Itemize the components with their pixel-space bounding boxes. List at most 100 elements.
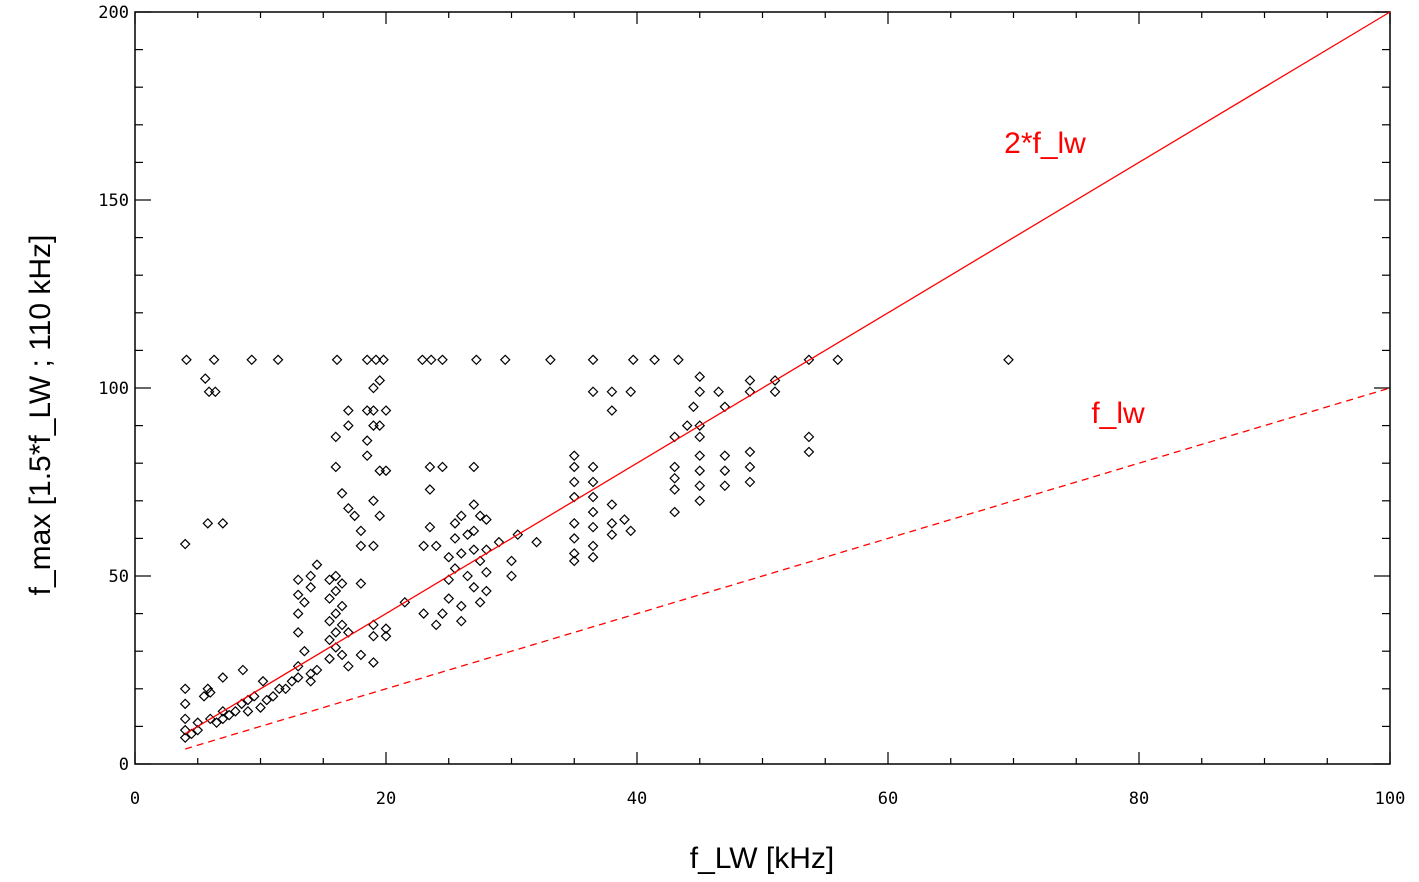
data-point	[374, 420, 386, 431]
data-point	[587, 506, 599, 518]
data-point	[336, 649, 348, 661]
data-point	[336, 578, 348, 589]
data-point	[430, 540, 442, 552]
data-point	[468, 461, 480, 473]
data-point	[688, 401, 699, 413]
data-point	[368, 495, 379, 507]
data-point	[606, 529, 618, 540]
data-point	[368, 420, 379, 431]
data-point	[531, 536, 542, 548]
data-point	[292, 627, 304, 638]
data-point	[627, 354, 639, 366]
data-point	[625, 525, 637, 537]
data-point	[669, 461, 680, 473]
data-point	[587, 551, 599, 563]
data-point	[719, 450, 731, 462]
data-point	[471, 354, 482, 366]
data-point	[744, 446, 756, 458]
data-point	[324, 634, 335, 646]
data-point	[619, 514, 630, 525]
line-label: f_lw	[1091, 397, 1145, 430]
data-point	[280, 683, 291, 695]
data-point	[361, 354, 373, 366]
data-point	[506, 570, 517, 582]
data-point	[380, 405, 392, 416]
data-point	[292, 574, 304, 586]
data-point	[292, 608, 304, 619]
data-point	[669, 484, 680, 495]
data-point	[292, 589, 304, 601]
data-point	[343, 502, 354, 514]
x-tick-label: 100	[1375, 789, 1406, 809]
data-point	[355, 525, 367, 537]
data-point	[587, 476, 599, 488]
data-point	[437, 461, 448, 473]
data-point	[246, 354, 258, 366]
data-point	[368, 540, 379, 552]
data-point	[330, 608, 342, 619]
data-point	[694, 495, 706, 507]
data-point	[368, 657, 379, 668]
data-point	[418, 608, 429, 619]
data-point	[481, 566, 492, 578]
data-point	[305, 581, 317, 593]
data-point	[568, 461, 580, 473]
data-point	[237, 664, 249, 676]
data-point	[380, 630, 392, 642]
data-point	[769, 386, 781, 398]
data-point	[455, 510, 467, 522]
data-point	[374, 465, 386, 477]
data-point	[673, 354, 684, 366]
x-axis-title: f_LW [kHz]	[690, 842, 834, 875]
data-point	[832, 354, 844, 366]
data-point	[587, 521, 599, 533]
data-point	[424, 521, 436, 533]
x-tick-label: 60	[878, 789, 898, 809]
data-point	[343, 420, 354, 431]
data-point	[449, 518, 461, 529]
data-point	[481, 514, 492, 525]
data-point	[455, 600, 467, 612]
line	[185, 387, 1391, 750]
data-point	[462, 529, 473, 540]
data-point	[179, 732, 191, 744]
data-point	[455, 548, 467, 559]
data-point	[587, 461, 599, 473]
data-point	[355, 540, 367, 552]
data-point	[330, 431, 342, 443]
data-point	[330, 627, 342, 638]
data-point	[324, 593, 335, 604]
data-point	[179, 713, 191, 725]
data-point	[217, 518, 229, 529]
data-point	[204, 687, 216, 698]
data-point	[455, 615, 467, 627]
data-point	[437, 354, 448, 366]
line	[184, 11, 1391, 735]
y-tick-label: 150	[98, 191, 129, 211]
data-point	[568, 518, 580, 529]
data-point	[468, 525, 480, 537]
data-point	[343, 405, 354, 416]
data-point	[474, 510, 486, 522]
data-point	[499, 354, 511, 366]
data-point	[211, 717, 222, 728]
data-point	[694, 480, 706, 492]
data-point	[744, 461, 756, 473]
data-point	[343, 660, 354, 672]
data-point	[568, 476, 580, 488]
data-point	[417, 354, 428, 366]
data-point	[425, 354, 437, 366]
data-point	[299, 645, 310, 657]
data-point	[203, 386, 215, 398]
data-point	[305, 675, 317, 687]
data-point	[217, 672, 229, 683]
data-point	[324, 615, 335, 627]
data-point	[242, 706, 254, 717]
data-point	[424, 484, 436, 495]
data-point	[331, 354, 343, 366]
data-point	[587, 491, 599, 503]
data-point	[311, 559, 323, 571]
y-tick-label: 50	[109, 567, 129, 587]
data-point	[202, 683, 214, 695]
